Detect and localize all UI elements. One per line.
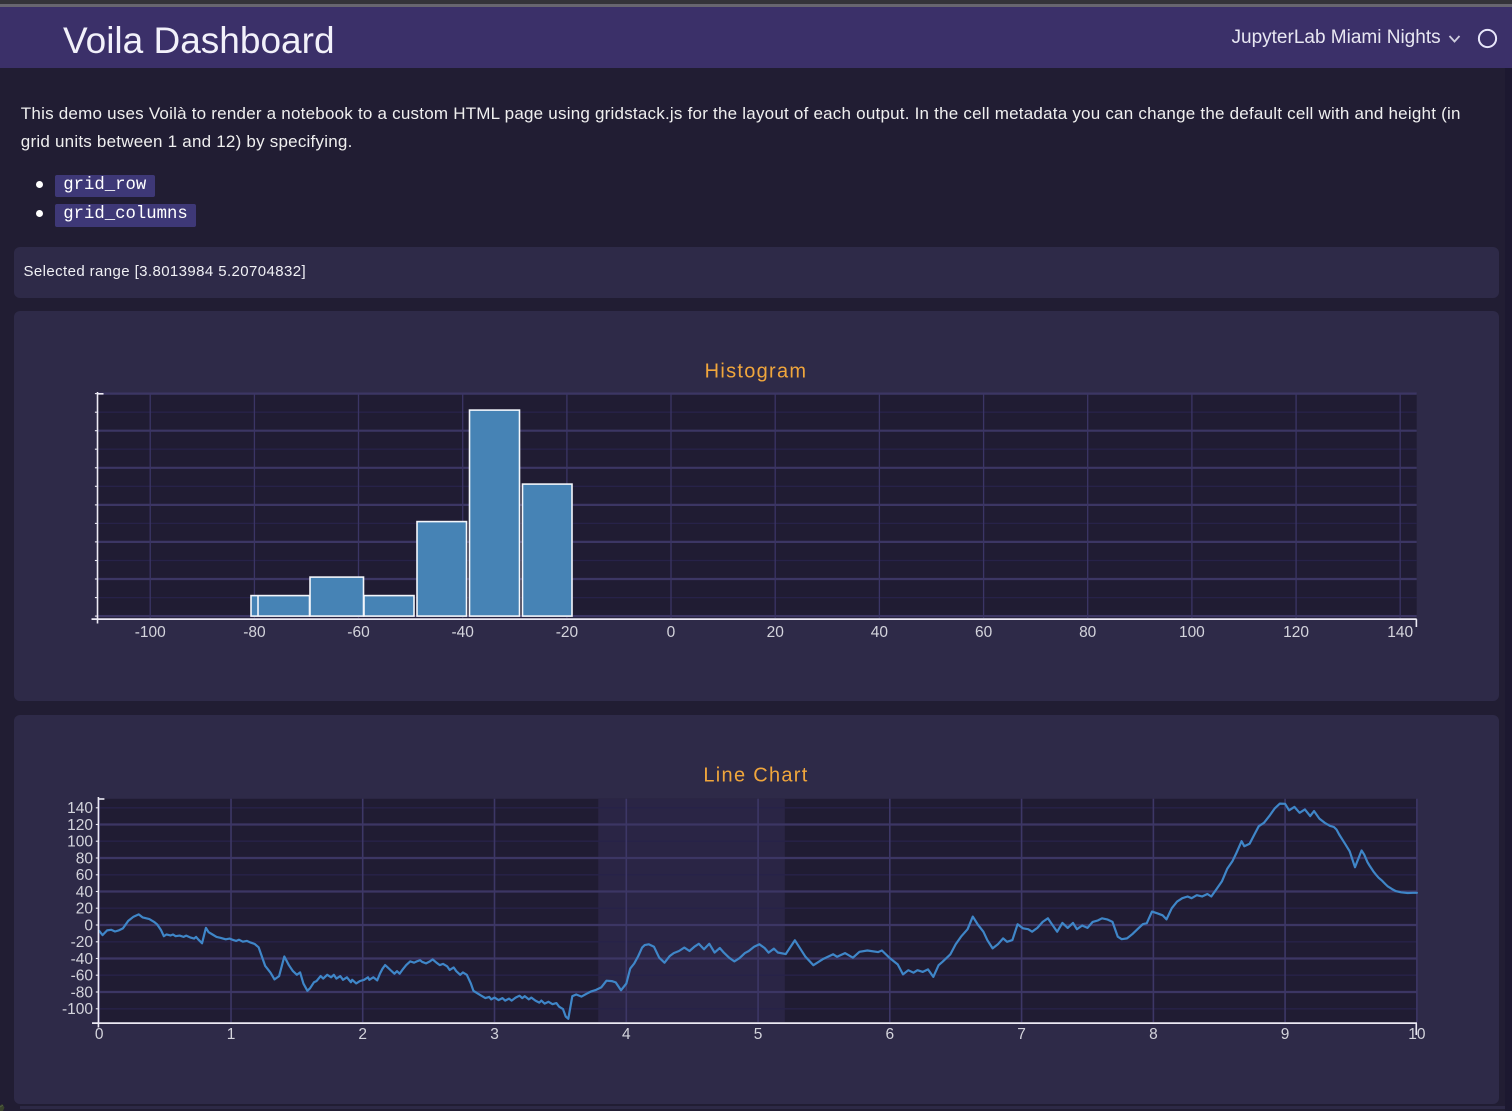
svg-text:140: 140 (67, 800, 93, 817)
svg-text:5: 5 (754, 1026, 763, 1043)
svg-text:-100: -100 (62, 1001, 93, 1018)
svg-text:1: 1 (227, 1026, 236, 1043)
svg-text:6: 6 (885, 1026, 894, 1043)
svg-text:120: 120 (1283, 624, 1309, 641)
svg-text:120: 120 (67, 817, 93, 834)
svg-text:100: 100 (67, 834, 93, 851)
svg-text:10: 10 (1408, 1026, 1425, 1043)
svg-text:8: 8 (1149, 1026, 1158, 1043)
svg-text:4: 4 (622, 1026, 631, 1043)
svg-text:-60: -60 (71, 968, 93, 985)
svg-text:-80: -80 (71, 984, 93, 1001)
svg-text:-100: -100 (135, 624, 166, 641)
svg-text:-40: -40 (452, 624, 474, 641)
svg-text:-20: -20 (71, 934, 93, 951)
svg-text:Line Chart: Line Chart (703, 765, 808, 787)
svg-text:40: 40 (871, 624, 888, 641)
svg-text:80: 80 (1079, 624, 1096, 641)
svg-text:0: 0 (667, 624, 676, 641)
svg-text:-20: -20 (556, 624, 578, 641)
svg-text:Histogram: Histogram (705, 361, 808, 383)
svg-text:7: 7 (1017, 1026, 1026, 1043)
svg-text:-80: -80 (243, 624, 265, 641)
svg-text:100: 100 (1179, 624, 1205, 641)
svg-text:0: 0 (95, 1026, 104, 1043)
svg-text:-60: -60 (347, 624, 369, 641)
svg-text:40: 40 (76, 884, 93, 901)
svg-text:20: 20 (767, 624, 784, 641)
svg-text:-40: -40 (71, 951, 93, 968)
svg-text:2: 2 (358, 1026, 367, 1043)
svg-text:3: 3 (490, 1026, 499, 1043)
svg-text:0: 0 (84, 917, 93, 934)
svg-text:20: 20 (76, 901, 93, 918)
svg-text:140: 140 (1387, 624, 1413, 641)
svg-text:9: 9 (1281, 1026, 1290, 1043)
svg-text:60: 60 (76, 867, 93, 884)
svg-text:80: 80 (76, 850, 93, 867)
svg-text:60: 60 (975, 624, 992, 641)
